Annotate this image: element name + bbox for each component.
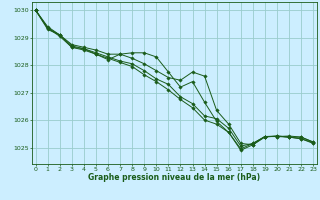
X-axis label: Graphe pression niveau de la mer (hPa): Graphe pression niveau de la mer (hPa) bbox=[88, 173, 260, 182]
